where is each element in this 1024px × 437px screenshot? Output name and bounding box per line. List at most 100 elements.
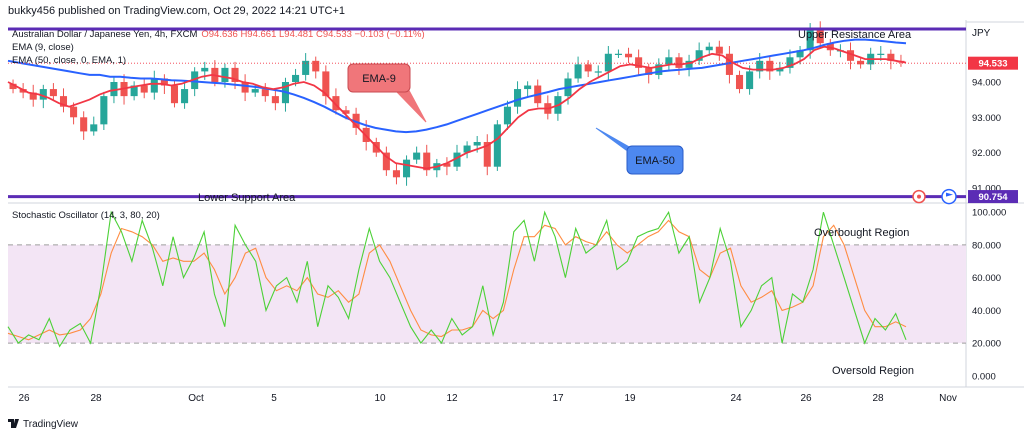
- candle-body: [483, 142, 491, 167]
- candle-body: [604, 53, 612, 72]
- candle-body: [574, 64, 582, 79]
- candle-body: [473, 142, 481, 146]
- candle-body: [49, 89, 57, 97]
- stoch-tick-label: 100.000: [972, 208, 1006, 219]
- x-tick-label: 17: [552, 393, 564, 404]
- ema9-callout-box[interactable]: [347, 63, 411, 93]
- candle-body: [796, 50, 804, 58]
- candle-body: [443, 163, 451, 167]
- price-tick-label: 94.000: [972, 78, 1001, 89]
- candle-body: [887, 53, 895, 61]
- candle-body: [423, 152, 431, 171]
- candle-body: [675, 57, 683, 68]
- support-price-tag: [968, 190, 1018, 204]
- x-tick-label: 12: [446, 393, 458, 404]
- candle-body: [685, 60, 693, 68]
- candle-body: [312, 60, 320, 72]
- candle-body: [655, 64, 663, 75]
- ema50-line: [7, 38, 907, 134]
- candle-body: [261, 89, 269, 97]
- ema-lines-group: [7, 38, 966, 170]
- candle-body: [59, 96, 68, 107]
- candle-body: [735, 74, 744, 90]
- stoch-tick-label: 40.000: [972, 306, 1001, 317]
- candle-body: [524, 85, 532, 90]
- candle-body: [201, 67, 209, 72]
- stoch-tick-label: 60.000: [972, 273, 1001, 284]
- candle-body: [665, 57, 673, 65]
- stoch-tick-label: 20.000: [972, 339, 1001, 350]
- candle-body: [514, 89, 522, 107]
- candle-body: [635, 57, 643, 68]
- candle-body: [39, 89, 47, 100]
- flag-icon[interactable]: [941, 188, 957, 205]
- candle-body: [150, 78, 158, 93]
- candle-body: [614, 53, 622, 55]
- candle-body: [160, 78, 168, 86]
- stoch-lines-group: [7, 210, 907, 348]
- candle-body: [846, 50, 855, 61]
- candle-body: [806, 29, 814, 51]
- x-tick-label: 10: [374, 393, 386, 404]
- x-tick-label: Oct: [188, 393, 204, 404]
- candle-body: [29, 92, 37, 100]
- stoch-d-line: [7, 219, 907, 341]
- lower-support-label: Lower Support Area: [198, 192, 296, 204]
- candle-body: [453, 152, 461, 167]
- candle-body: [826, 43, 834, 51]
- upper-resistance-label: Upper Resistance Area: [798, 29, 912, 41]
- candle-body: [584, 64, 592, 72]
- candle-body: [9, 83, 17, 90]
- candle-body: [645, 67, 653, 75]
- x-tick-label: 5: [271, 393, 277, 404]
- candle-body: [624, 53, 633, 58]
- candle-body: [463, 145, 471, 153]
- candle-body: [695, 50, 703, 61]
- candle-body: [786, 57, 794, 68]
- oversold-label: Oversold Region: [832, 365, 914, 377]
- candle-body: [352, 113, 360, 128]
- x-tick-label: 24: [730, 393, 742, 404]
- candle-body: [292, 74, 300, 82]
- x-tick-label: 19: [624, 393, 636, 404]
- last-price-value: 94.533: [978, 59, 1007, 70]
- candle-body: [110, 82, 118, 97]
- price-tick-label: 91.000: [972, 183, 1001, 194]
- candle-body: [746, 71, 754, 90]
- candle-body: [594, 71, 602, 73]
- ema9-line: [7, 45, 907, 170]
- x-tick-label: Nov: [939, 393, 957, 404]
- flag-mark-icon: [946, 192, 953, 201]
- tradingview-logo[interactable]: TradingView: [8, 419, 79, 430]
- ema9-legend: EMA (9, close): [12, 42, 74, 53]
- candle-body: [130, 85, 138, 97]
- ema50-callout-label: EMA-50: [635, 155, 675, 167]
- stoch-legend: Stochastic Oscillator (14, 3, 80, 20): [12, 210, 160, 221]
- tradingview-logo-text: TradingView: [23, 419, 79, 430]
- x-tick-label: 28: [90, 393, 102, 404]
- stoch-neutral-band: [8, 244, 966, 344]
- stoch-k-line: [7, 210, 907, 348]
- candle-body: [413, 152, 421, 160]
- candle-body: [503, 106, 511, 125]
- published-line: bukky456 published on TradingView.com, O…: [8, 5, 345, 17]
- ema50-callout-box[interactable]: [626, 145, 684, 175]
- x-tick-label: 28: [872, 393, 884, 404]
- candle-body: [725, 53, 733, 75]
- price-tick-label: 92.000: [972, 148, 1001, 159]
- candle-body: [100, 96, 108, 125]
- candle-body: [816, 29, 824, 44]
- x-axis-ticks: 26 28 Oct 5 10 12 17 19 24 26 28 Nov: [18, 393, 956, 404]
- stoch-tick-label: 0.000: [972, 371, 996, 382]
- symbol-name: Australian Dollar / Japanese Yen, 4h, FX…: [12, 29, 197, 40]
- candle-body: [70, 106, 78, 118]
- ohlc-values: O94.636 H94.661 L94.481 C94.533 −0.103 (…: [201, 29, 424, 40]
- x-tick-label: 26: [18, 393, 30, 404]
- candle-body: [90, 124, 98, 132]
- candle-body: [342, 110, 350, 114]
- candle-body: [877, 53, 885, 55]
- alert-dot-icon: [917, 194, 921, 199]
- candle-body: [221, 67, 229, 82]
- candle-body: [170, 85, 179, 104]
